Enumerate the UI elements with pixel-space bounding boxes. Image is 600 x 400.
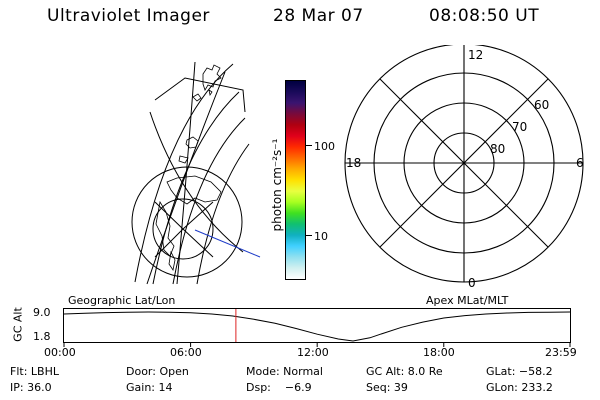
timeline-left-title: Geographic Lat/Lon: [68, 294, 176, 307]
info-glat: GLat: −58.2: [486, 365, 553, 378]
y-tick-1.8: 1.8: [33, 330, 51, 343]
info-ip: IP: 36.0: [10, 381, 52, 394]
y-tick-9: 9.0: [33, 306, 51, 319]
mlt-label-6: 6: [576, 156, 584, 170]
map-boundary: [154, 77, 246, 113]
latitude-arc: [196, 143, 250, 285]
date-label: 28 Mar 07: [273, 6, 364, 26]
latitude-arc: [134, 63, 234, 283]
info-gc-alt: GC Alt: 8.0 Re: [366, 365, 443, 378]
polar-plot: 12 18 6 0 60 70 80: [344, 45, 584, 290]
colorbar-tick-100: 100: [314, 140, 335, 153]
time-label: 08:08:50 UT: [429, 6, 540, 26]
info-gain: Gain: 14: [126, 381, 173, 394]
coastline: [192, 89, 213, 102]
x-tick-2359: 23:59: [545, 346, 577, 359]
instrument-title: Ultraviolet Imager: [47, 6, 210, 26]
coastline: [202, 64, 222, 91]
outer-circle: [131, 166, 243, 278]
colorbar-tick-10: 10: [314, 230, 328, 243]
colorbar-tick: [306, 145, 312, 146]
info-filter: Flt: LBHL: [10, 365, 59, 378]
colorbar: [285, 80, 306, 280]
x-tick-12: 12:00: [297, 346, 329, 359]
colorbar-tick: [306, 235, 312, 236]
mlt-label-18: 18: [346, 156, 361, 170]
colorbar-gradient: [286, 81, 305, 279]
lat-label-60: 60: [534, 98, 549, 112]
lat-label-70: 70: [512, 120, 527, 134]
latitude-arc: [172, 117, 246, 285]
coastline: [155, 200, 175, 257]
coastline: [178, 136, 199, 164]
x-tick-06: 06:00: [170, 346, 202, 359]
lat-label-80: 80: [490, 142, 505, 156]
pole-circle: [152, 198, 214, 260]
coastline: [168, 250, 176, 272]
longitude-line: [146, 71, 226, 285]
info-door: Door: Open: [126, 365, 189, 378]
colorbar-label: photon cm⁻²s⁻¹: [270, 138, 284, 232]
timeline-ylabel: GC Alt: [11, 307, 25, 342]
mlt-label-12: 12: [468, 48, 483, 62]
terminator-line: [194, 229, 261, 258]
mlt-diagonal: [379, 78, 549, 248]
longitude-line: [149, 111, 244, 253]
x-tick-00: 00:00: [44, 346, 76, 359]
latitude-arc: [152, 91, 240, 285]
timeline-right-title: Apex MLat/MLT: [426, 294, 509, 307]
geographic-map: [131, 61, 261, 285]
info-dsp: Dsp: −6.9: [246, 381, 312, 394]
altitude-series-line: [63, 311, 571, 342]
mlt-label-0: 0: [468, 276, 476, 290]
coastline: [166, 175, 222, 205]
x-tick-18: 18:00: [423, 346, 455, 359]
info-seq: Seq: 39: [366, 381, 408, 394]
info-glon: GLon: 233.2: [486, 381, 553, 394]
altitude-timeline: [63, 308, 571, 347]
info-mode: Mode: Normal: [246, 365, 323, 378]
